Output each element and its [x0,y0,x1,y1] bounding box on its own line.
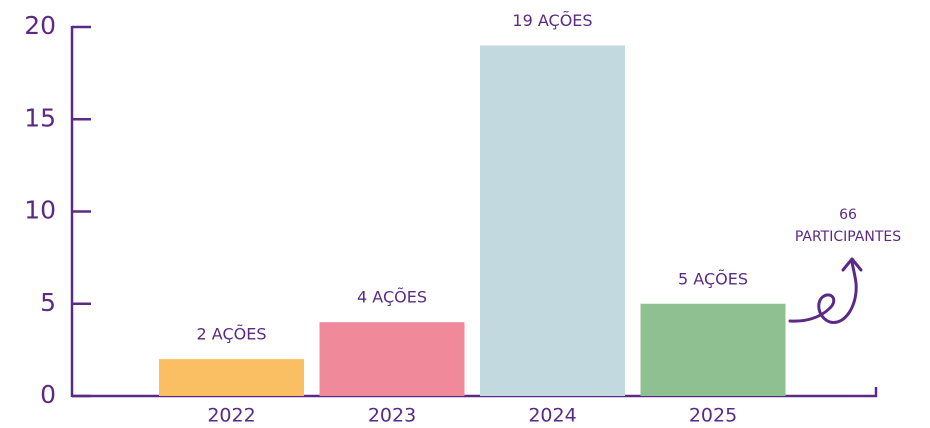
value-label: 19 AÇÕES [512,11,592,30]
bar [640,303,786,396]
y-tick-label: 0 [40,380,56,409]
annotation: PARTICIPANTES [795,229,901,245]
annotation-arrow [788,260,858,324]
bar [319,322,465,396]
y-tick-label: 20 [24,11,56,40]
y-tick-label: 5 [40,288,56,317]
x-tick-label: 2025 [689,405,737,427]
value-label: 2 AÇÕES [197,325,267,344]
annotation-arrowhead [841,257,863,272]
annotation: 66 [839,207,857,223]
y-tick-label: 10 [24,196,56,225]
x-tick-label: 2023 [368,405,416,427]
x-tick-label: 2024 [528,405,576,427]
value-label: 5 AÇÕES [678,269,748,288]
bar [159,359,304,396]
bar [480,45,625,396]
y-tick-label: 15 [24,103,56,132]
x-tick-label: 2022 [207,405,255,427]
value-label: 4 AÇÕES [357,288,427,307]
